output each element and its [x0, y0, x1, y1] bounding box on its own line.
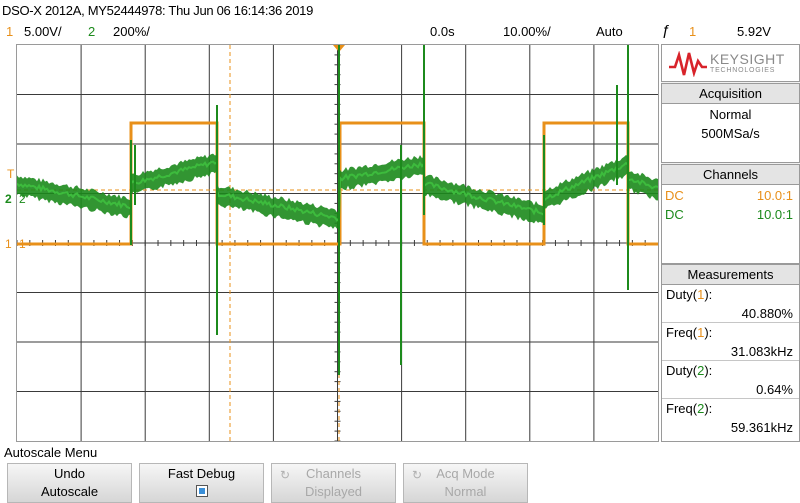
channel-row-2: DC 10.0:1 — [662, 205, 799, 224]
measurements-panel[interactable]: Measurements Duty(1): 40.880% Freq(1): 3… — [661, 264, 800, 442]
measurement-label: Duty(2): — [666, 363, 713, 378]
measurement-channel: 2 — [697, 363, 705, 378]
channels-displayed-button[interactable]: ↻ Channels Displayed — [271, 463, 396, 503]
softkey-line1: Undo — [53, 466, 86, 481]
softkey-line1: Acq Mode — [436, 466, 495, 481]
softkey-line2: Autoscale — [40, 484, 99, 499]
measurement-name: Duty — [666, 287, 693, 302]
trigger-mode[interactable]: Auto — [596, 24, 623, 39]
measurement-name: Freq — [666, 401, 693, 416]
measurement-name: Freq — [666, 325, 693, 340]
measurement-value: 59.361kHz — [730, 420, 793, 435]
trigger-level-marker[interactable]: T — [7, 167, 15, 181]
ch1-probe: 10.0:1 — [756, 188, 793, 203]
ch2-probe: 10.0:1 — [756, 207, 793, 222]
rising-edge-icon: ƒ — [662, 22, 671, 39]
scope-title: DSO-X 2012A, MY52444978: Thu Jun 06 16:1… — [2, 3, 314, 18]
side-panel: KEYSIGHT TECHNOLOGIES Acquisition Normal… — [661, 44, 800, 442]
time-delay[interactable]: 0.0s — [430, 24, 455, 39]
refresh-icon: ↻ — [280, 468, 291, 482]
measurement-label: Duty(1): — [666, 287, 713, 302]
measurement-name: Duty — [666, 363, 693, 378]
softkey-line2: Displayed — [304, 484, 363, 499]
ch1-ground-marker[interactable]: 1 — [5, 237, 12, 251]
measurement-value: 31.083kHz — [662, 342, 799, 361]
measurement-label: Freq(1): — [666, 325, 713, 340]
ch1-offset-marker[interactable]: 1 — [19, 237, 26, 251]
ch2-scale[interactable]: 200%/ — [113, 24, 150, 39]
waveform-graticule — [17, 45, 658, 441]
measurement-channel: 2 — [697, 401, 705, 416]
menu-title: Autoscale Menu — [4, 445, 98, 460]
fast-debug-button[interactable]: Fast Debug — [139, 463, 264, 503]
keysight-logo: KEYSIGHT TECHNOLOGIES — [661, 44, 800, 82]
acquisition-mode: Normal — [709, 107, 752, 122]
channels-panel[interactable]: Channels DC 10.0:1 DC 10.0:1 — [661, 164, 800, 264]
softkey-line1: Fast Debug — [167, 466, 236, 481]
ch1-scale[interactable]: 5.00V/ — [24, 24, 62, 39]
logo-sub: TECHNOLOGIES — [710, 67, 776, 74]
logo-brand: KEYSIGHT — [710, 51, 785, 67]
ch1-number[interactable]: 1 — [6, 24, 14, 39]
acquisition-rate: 500MSa/s — [701, 126, 760, 141]
acq-mode-button[interactable]: ↻ Acq Mode Normal — [403, 463, 528, 503]
time-scale[interactable]: 10.00%/ — [503, 24, 551, 39]
channel-row-1: DC 10.0:1 — [662, 186, 799, 205]
softkey-line2: Normal — [444, 484, 487, 499]
refresh-icon: ↻ — [412, 468, 423, 482]
ch1-coupling: DC — [665, 188, 684, 203]
keysight-wave-icon — [669, 51, 707, 77]
ch2-number[interactable]: 2 — [88, 24, 96, 39]
channels-heading: Channels — [662, 165, 799, 185]
ch1-trace — [17, 121, 658, 246]
ch2-coupling: DC — [665, 207, 684, 222]
waveform-display[interactable] — [16, 44, 659, 442]
title-bar: DSO-X 2012A, MY52444978: Thu Jun 06 16:1… — [0, 0, 800, 22]
trigger-level[interactable]: 5.92V — [737, 24, 771, 39]
measurement-value: 0.64% — [662, 380, 799, 399]
acquisition-heading: Acquisition — [662, 84, 799, 104]
fast-debug-checkbox[interactable] — [195, 485, 208, 497]
ch2-ground-marker[interactable]: 2 — [5, 192, 12, 206]
measurement-label: Freq(2): — [666, 401, 713, 416]
trigger-source[interactable]: 1 — [689, 24, 697, 39]
measurement-value: 40.880% — [662, 304, 799, 323]
status-bar: 1 5.00V/ 2 200%/ 0.0s 10.00%/ Auto ƒ 1 5… — [0, 22, 800, 42]
undo-autoscale-button[interactable]: Undo Autoscale — [7, 463, 132, 503]
measurements-heading: Measurements — [662, 265, 799, 285]
acquisition-panel[interactable]: Acquisition Normal 500MSa/s — [661, 83, 800, 163]
ch2-offset-marker[interactable]: 2 — [19, 192, 26, 206]
measurement-channel: 1 — [697, 325, 705, 340]
softkey-bar: Autoscale Menu Undo Autoscale Fast Debug… — [0, 442, 800, 503]
softkey-line1: Channels — [306, 466, 361, 481]
measurement-channel: 1 — [697, 287, 705, 302]
